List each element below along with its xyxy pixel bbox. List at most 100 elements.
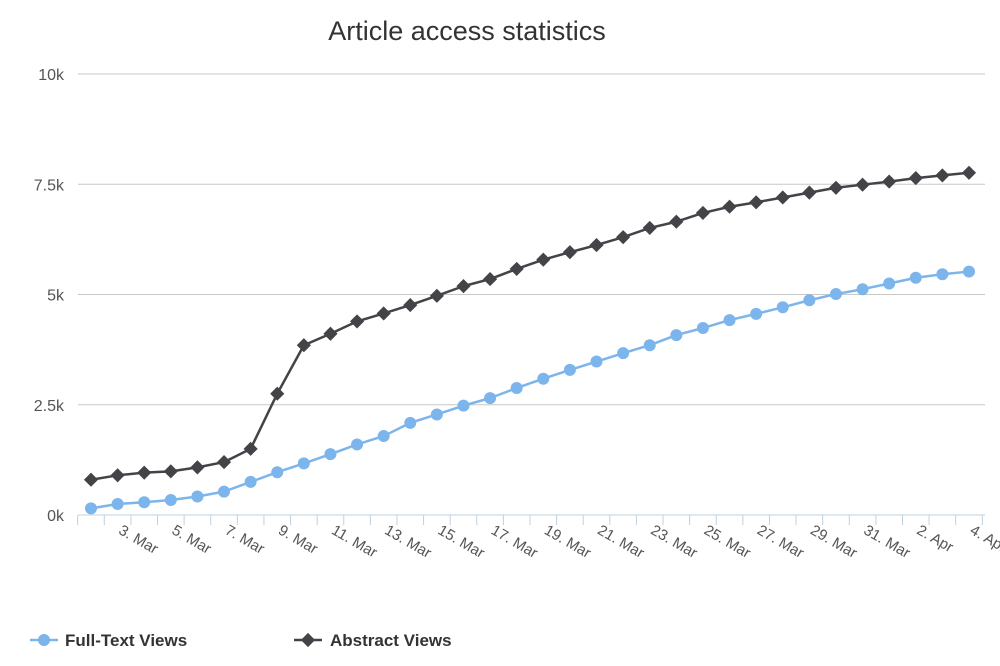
legend-marker-diamond-icon bbox=[300, 632, 316, 648]
data-point[interactable] bbox=[351, 438, 364, 451]
data-point[interactable] bbox=[377, 430, 390, 443]
y-tick-label: 7.5k bbox=[34, 177, 65, 194]
series-line bbox=[90, 171, 970, 481]
data-point[interactable] bbox=[164, 494, 177, 507]
x-tick-label: 31. Mar bbox=[861, 522, 914, 562]
data-point[interactable] bbox=[296, 338, 311, 353]
data-point[interactable] bbox=[562, 245, 577, 260]
grid-lines bbox=[78, 73, 985, 406]
data-point[interactable] bbox=[537, 372, 550, 385]
data-point[interactable] bbox=[722, 199, 737, 214]
data-point[interactable] bbox=[430, 408, 443, 421]
data-point[interactable] bbox=[589, 238, 604, 253]
data-point[interactable] bbox=[137, 465, 152, 480]
data-point[interactable] bbox=[509, 261, 524, 276]
data-point[interactable] bbox=[216, 455, 232, 470]
data-point[interactable] bbox=[218, 485, 231, 498]
data-point[interactable] bbox=[749, 195, 764, 210]
data-point[interactable] bbox=[349, 314, 365, 329]
legend-label-abstract-views: Abstract Views bbox=[330, 631, 452, 650]
data-point[interactable] bbox=[243, 441, 258, 456]
data-point[interactable] bbox=[484, 392, 497, 405]
data-point[interactable] bbox=[457, 399, 470, 412]
series-full-text-views bbox=[85, 265, 975, 515]
data-point[interactable] bbox=[776, 301, 789, 314]
data-point[interactable] bbox=[403, 298, 418, 313]
data-point[interactable] bbox=[244, 475, 257, 488]
y-tick-label: 5k bbox=[47, 288, 65, 305]
data-point[interactable] bbox=[643, 339, 656, 352]
data-point[interactable] bbox=[961, 165, 977, 180]
data-point[interactable] bbox=[750, 307, 763, 320]
data-point[interactable] bbox=[936, 268, 949, 281]
legend-item-abstract-views[interactable]: Abstract Views bbox=[294, 631, 452, 650]
x-tick-label: 27. Mar bbox=[754, 522, 807, 562]
data-point[interactable] bbox=[696, 322, 709, 335]
data-point[interactable] bbox=[563, 363, 576, 376]
legend-marker-circle-icon bbox=[38, 634, 50, 646]
data-point[interactable] bbox=[190, 460, 205, 475]
x-tick-label: 5. Mar bbox=[169, 522, 214, 558]
data-point[interactable] bbox=[590, 355, 603, 368]
x-tick-label: 23. Mar bbox=[648, 522, 701, 562]
data-point[interactable] bbox=[855, 177, 870, 192]
data-point[interactable] bbox=[829, 288, 842, 301]
data-point[interactable] bbox=[483, 271, 498, 287]
axes bbox=[77, 514, 985, 525]
data-point[interactable] bbox=[775, 190, 790, 205]
data-point[interactable] bbox=[723, 314, 736, 327]
x-tick-label: 13. Mar bbox=[382, 522, 435, 562]
x-tick-label: 7. Mar bbox=[222, 522, 267, 558]
data-point[interactable] bbox=[882, 174, 897, 189]
y-tick-label: 10k bbox=[38, 67, 65, 84]
data-point[interactable] bbox=[111, 497, 124, 510]
data-point[interactable] bbox=[669, 214, 684, 229]
chart-title: Article access statistics bbox=[328, 16, 606, 46]
data-point[interactable] bbox=[510, 381, 523, 394]
series bbox=[83, 165, 977, 515]
data-point[interactable] bbox=[404, 416, 417, 429]
data-point[interactable] bbox=[883, 277, 896, 290]
data-point[interactable] bbox=[270, 386, 285, 401]
data-point[interactable] bbox=[828, 180, 844, 195]
data-point[interactable] bbox=[376, 306, 391, 321]
data-point[interactable] bbox=[908, 171, 923, 186]
data-point[interactable] bbox=[909, 271, 922, 284]
data-point[interactable] bbox=[271, 466, 284, 479]
data-point[interactable] bbox=[85, 502, 97, 515]
data-point[interactable] bbox=[536, 252, 551, 267]
data-point[interactable] bbox=[642, 220, 657, 235]
x-tick-label: 2. Apr bbox=[914, 522, 956, 556]
x-tick-label: 19. Mar bbox=[541, 522, 594, 562]
data-point[interactable] bbox=[695, 205, 711, 220]
data-point[interactable] bbox=[191, 490, 204, 503]
data-point[interactable] bbox=[297, 457, 310, 470]
data-point[interactable] bbox=[138, 496, 151, 509]
data-point[interactable] bbox=[670, 329, 683, 342]
data-point[interactable] bbox=[617, 347, 630, 360]
x-axis-ticks: 3. Mar 5. Mar 7. Mar 9. Mar 11. Mar 13. Mar 15… bbox=[116, 522, 1000, 562]
series-line bbox=[90, 270, 970, 510]
data-point[interactable] bbox=[963, 265, 975, 278]
data-point[interactable] bbox=[163, 464, 178, 479]
data-point[interactable] bbox=[616, 230, 631, 245]
x-tick-label: 17. Mar bbox=[488, 522, 541, 562]
data-point[interactable] bbox=[324, 448, 337, 461]
data-point[interactable] bbox=[803, 294, 816, 307]
x-tick-label: 4. Apr bbox=[967, 522, 1000, 556]
data-point[interactable] bbox=[456, 279, 471, 294]
x-tick-label: 3. Mar bbox=[116, 522, 161, 558]
data-point[interactable] bbox=[802, 185, 817, 200]
y-axis-ticks: 0k 2.5k 5k 7.5k 10k bbox=[34, 67, 65, 525]
legend: Full-Text Views Abstract Views bbox=[30, 631, 452, 650]
data-point[interactable] bbox=[935, 168, 950, 183]
x-tick-label: 9. Mar bbox=[275, 522, 320, 558]
legend-item-full-text-views[interactable]: Full-Text Views bbox=[30, 631, 187, 650]
x-tick-label: 15. Mar bbox=[435, 522, 488, 562]
data-point[interactable] bbox=[856, 283, 869, 296]
data-point[interactable] bbox=[83, 472, 99, 487]
data-point[interactable] bbox=[323, 326, 338, 341]
data-point[interactable] bbox=[110, 468, 125, 483]
data-point[interactable] bbox=[429, 288, 444, 303]
